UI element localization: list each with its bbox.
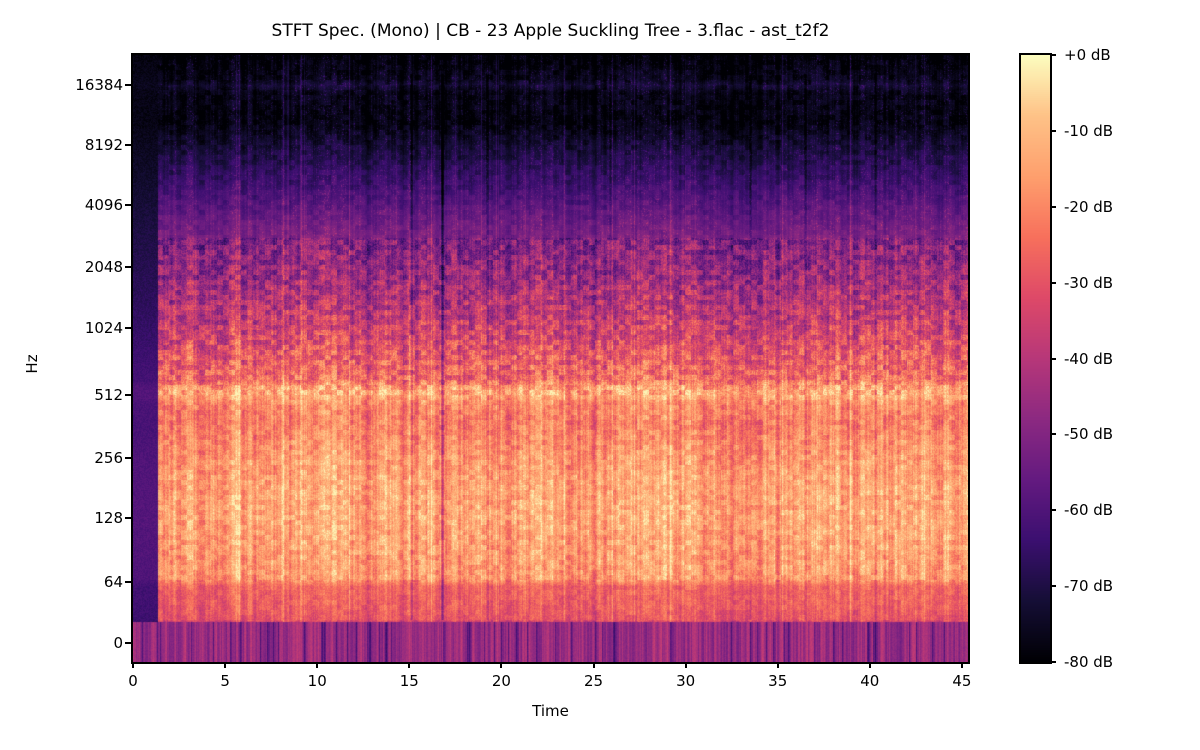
y-tick-mark — [125, 580, 131, 583]
y-tick-mark — [125, 83, 131, 86]
colorbar-tick-label: -80 dB — [1064, 653, 1114, 671]
x-tick-label: 40 — [860, 672, 880, 690]
x-tick-mark — [500, 662, 503, 668]
x-tick-label: 15 — [399, 672, 419, 690]
x-tick-mark — [868, 662, 871, 668]
x-tick-mark — [592, 662, 595, 668]
x-tick-label: 45 — [952, 672, 972, 690]
y-tick-mark — [125, 143, 131, 146]
colorbar-tick-label: -40 dB — [1064, 349, 1114, 368]
y-tick-label: 4096 — [84, 195, 123, 214]
y-tick-label: 512 — [94, 385, 123, 404]
y-tick-label: 16384 — [75, 75, 123, 94]
colorbar-tick-mark — [1050, 433, 1056, 436]
y-tick-mark — [125, 327, 131, 330]
colorbar-tick-mark — [1050, 661, 1056, 663]
x-tick-label: 25 — [583, 672, 604, 690]
colorbar-tick-label: -70 dB — [1064, 577, 1114, 596]
y-tick-mark — [125, 642, 131, 645]
spectrogram-heatmap — [133, 55, 968, 662]
y-tick-label: 256 — [94, 449, 123, 468]
colorbar-tick-label: -50 dB — [1064, 425, 1114, 444]
y-tick-mark — [125, 265, 131, 268]
x-tick-mark — [316, 662, 319, 668]
y-tick-label: 8192 — [84, 135, 123, 154]
plot-area — [131, 53, 970, 664]
y-axis-label: Hz — [23, 354, 41, 374]
colorbar-tick-mark — [1050, 205, 1056, 208]
colorbar-tick-label: -30 dB — [1064, 273, 1114, 292]
colorbar-tick-mark — [1050, 54, 1056, 56]
colorbar-tick-label: -10 dB — [1064, 121, 1114, 140]
y-tick-label: 128 — [94, 509, 123, 528]
colorbar-tick-mark — [1050, 129, 1056, 132]
x-tick-mark — [132, 662, 134, 668]
colorbar-tick-mark — [1050, 509, 1056, 512]
colorbar-tick-mark — [1050, 281, 1056, 284]
x-tick-label: 30 — [676, 672, 696, 690]
y-tick-mark — [125, 393, 131, 396]
y-tick-label: 1024 — [84, 319, 123, 338]
chart-title: STFT Spec. (Mono) | CB - 23 Apple Suckli… — [271, 21, 830, 41]
y-tick-label: 2048 — [84, 257, 123, 276]
colorbar-tick-label: -60 dB — [1064, 501, 1114, 520]
colorbar — [1019, 53, 1052, 664]
x-tick-label: 10 — [307, 672, 327, 690]
x-tick-mark — [776, 662, 779, 668]
colorbar-tick-mark — [1050, 585, 1056, 588]
x-axis-label: Time — [532, 702, 569, 720]
y-tick-mark — [125, 517, 131, 520]
x-tick-mark — [408, 662, 411, 668]
colorbar-tick-label: +0 dB — [1064, 46, 1111, 64]
colorbar-tick-mark — [1050, 357, 1056, 360]
x-tick-mark — [960, 662, 963, 668]
x-tick-mark — [224, 662, 227, 668]
x-tick-label: 20 — [491, 672, 511, 690]
x-tick-label: 0 — [128, 672, 138, 690]
x-tick-label: 5 — [220, 672, 230, 690]
y-tick-mark — [125, 457, 131, 460]
y-tick-label: 64 — [103, 572, 123, 591]
colorbar-gradient — [1021, 55, 1050, 662]
x-tick-label: 35 — [768, 672, 788, 690]
x-tick-mark — [684, 662, 687, 668]
y-tick-label: 0 — [113, 634, 123, 653]
y-tick-mark — [125, 203, 131, 206]
colorbar-tick-label: -20 dB — [1064, 197, 1114, 216]
